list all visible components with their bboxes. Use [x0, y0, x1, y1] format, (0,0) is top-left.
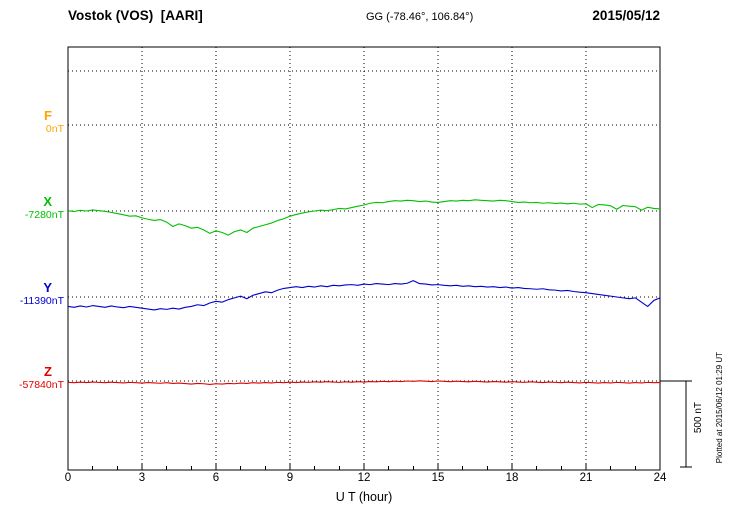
- component-baseline-X: -7280nT: [24, 209, 64, 221]
- component-label-Z: Z -57840nT: [2, 364, 64, 392]
- scalebar-label: 500 nT: [693, 402, 704, 434]
- component-label-Y: Y -11390nT: [2, 280, 64, 308]
- x-axis-label: U T (hour): [335, 490, 393, 504]
- x-tick-label: 6: [212, 472, 220, 484]
- x-tick-label: 15: [431, 472, 445, 484]
- component-letter-X: X: [43, 194, 52, 209]
- component-letter-Z: Z: [44, 364, 52, 379]
- plotted-at-note: Plotted at 2015/06/12 01:29 UT: [715, 352, 724, 464]
- component-letter-Y: Y: [43, 280, 52, 295]
- x-tick-label: 21: [579, 472, 593, 484]
- component-baseline-F: 0nT: [45, 123, 64, 135]
- component-label-F: F 0nT: [2, 108, 64, 136]
- x-tick-label: 9: [286, 472, 294, 484]
- component-baseline-Z: -57840nT: [19, 379, 64, 391]
- component-label-X: X -7280nT: [2, 194, 64, 222]
- station-title: Vostok (VOS) [AARI]: [68, 8, 203, 23]
- x-tick-label: 3: [138, 472, 146, 484]
- component-baseline-Y: -11390nT: [19, 295, 64, 307]
- x-tick-label: 24: [653, 472, 667, 484]
- component-letter-F: F: [44, 108, 52, 123]
- plot-date: 2015/05/12: [592, 8, 660, 23]
- trace-X: [67, 199, 661, 236]
- plot-border: [67, 46, 661, 471]
- geographic-coordinates: GG (-78.46°, 106.84°): [366, 11, 474, 23]
- trace-Z: [67, 380, 661, 385]
- x-tick-label: 12: [357, 472, 371, 484]
- x-tick-label: 0: [64, 472, 72, 484]
- x-tick-label: 18: [505, 472, 519, 484]
- trace-Y: [67, 280, 661, 311]
